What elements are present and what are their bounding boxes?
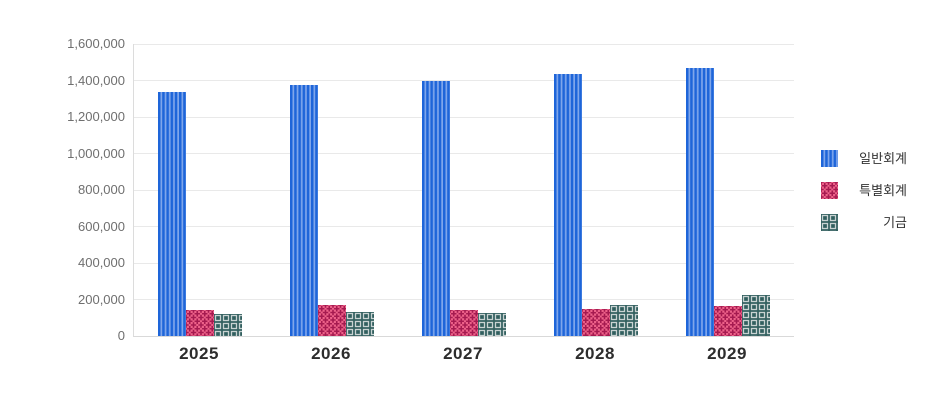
y-axis-tick-label: 0	[117, 328, 125, 343]
y-axis-tick-label: 1,200,000	[67, 109, 125, 124]
x-axis-label: 2025	[179, 344, 219, 363]
bar-series1-2027	[450, 310, 478, 336]
bar-series0-2025	[158, 92, 186, 336]
y-axis-tick-label: 200,000	[78, 291, 125, 307]
legend-swatch-plus-icon	[821, 182, 838, 199]
bar-series1-2026	[318, 305, 346, 336]
y-axis-tick-label: 400,000	[78, 255, 125, 270]
legend-item-fund[interactable]: 기금	[821, 214, 907, 231]
legend-item-special-account[interactable]: 특별회계	[821, 182, 907, 199]
bar-series0-2026	[290, 85, 318, 336]
gridline	[134, 80, 794, 81]
bar-series1-2028	[582, 309, 610, 336]
bar-series2-2029	[742, 295, 770, 336]
x-axis-label: 2029	[707, 344, 747, 363]
x-axis-label: 2028	[575, 344, 615, 363]
legend-swatch-stripes-icon	[821, 150, 838, 167]
gridline	[134, 299, 794, 300]
bar-series1-2029	[714, 306, 742, 336]
legend: 일반회계 특별회계 기금	[821, 150, 907, 246]
bar-series2-2027	[478, 313, 506, 336]
plot-area	[133, 43, 794, 337]
legend-swatch-square-icon	[821, 214, 838, 231]
y-axis-tick-label: 800,000	[78, 182, 125, 197]
bar-series0-2028	[554, 74, 582, 336]
gridline	[134, 226, 794, 227]
legend-label: 기금	[883, 215, 907, 230]
legend-label: 일반회계	[859, 151, 907, 166]
y-axis-tick-label: 1,000,000	[67, 145, 125, 161]
bar-series2-2026	[346, 312, 374, 336]
x-axis-label: 2027	[443, 344, 483, 363]
gridline	[134, 43, 794, 45]
gridline	[134, 189, 794, 191]
bar-series1-2025	[186, 310, 214, 336]
y-axis-tick-label: 600,000	[78, 218, 125, 234]
bar-series2-2028	[610, 305, 638, 336]
legend-label: 특별회계	[859, 183, 907, 198]
legend-item-general-account[interactable]: 일반회계	[821, 150, 907, 167]
gridline	[134, 262, 794, 264]
y-axis-tick-label: 1,400,000	[67, 72, 125, 88]
gridline	[134, 116, 794, 118]
x-axis-label: 2026	[311, 344, 351, 363]
bar-series2-2025	[214, 314, 242, 336]
y-axis-tick-label: 1,600,000	[67, 36, 125, 51]
bar-series0-2029	[686, 68, 714, 336]
gridline	[134, 153, 794, 154]
bar-series0-2027	[422, 81, 450, 336]
